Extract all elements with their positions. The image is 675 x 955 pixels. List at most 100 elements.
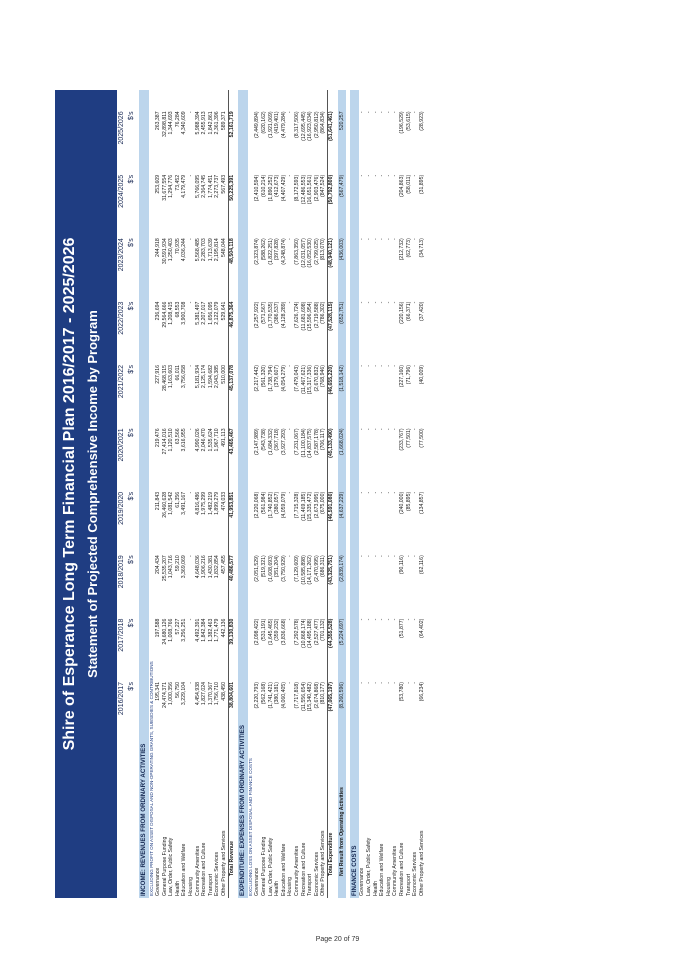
table-row: Housing - - - - - - - - - -	[287, 90, 294, 898]
table-cell: -	[359, 682, 366, 684]
table-cell: 510,000	[221, 365, 227, 384]
table-cell: -	[412, 555, 419, 557]
table-cell: (4,637,229)	[338, 491, 345, 519]
table-cell: (66,234)	[418, 682, 425, 702]
table-row: Community Amenities (7,717,818) (7,292,578…	[294, 90, 301, 898]
table-cell: -	[385, 682, 392, 684]
table-cell: (380,057)	[274, 491, 281, 515]
table-cell: (7,292,578)	[294, 618, 300, 646]
table-cell: -	[359, 301, 366, 304]
table-cell: 589,371	[221, 111, 227, 131]
table-cell: (34,713)	[418, 238, 425, 258]
table-cell: 204,434	[155, 555, 161, 574]
table-cell: 1,594,682	[207, 365, 214, 389]
table-cell: (47,065,197)	[328, 682, 334, 712]
table-cell: -	[385, 238, 392, 240]
table-cell: (1,738,794)	[267, 365, 274, 392]
table-cell: 1,294,776	[168, 174, 175, 198]
table-cell: -	[366, 491, 372, 494]
table-cell: (436,003)	[338, 238, 345, 261]
table-cell: (10,868,174)	[300, 618, 307, 649]
table-cell: -	[366, 555, 372, 557]
table-cell: 30,591,934	[161, 238, 168, 265]
row-label: Health	[274, 881, 281, 896]
table-row: Governance (2,220,793) (2,098,422) (2,051,5…	[254, 90, 261, 898]
table-row: Other Property and Services (810,177) (701…	[320, 90, 327, 898]
table-cell: (2,323,874)	[254, 238, 261, 265]
table-cell: (4,479,284)	[280, 111, 287, 138]
table-cell: -	[392, 301, 399, 304]
table-cell: 2,122,079	[214, 301, 221, 325]
table-cell: 1,043,716	[168, 555, 175, 579]
row-label: Health	[174, 881, 181, 896]
table-cell: 31,677,554	[161, 174, 168, 201]
column-year: 2023/2024	[118, 238, 125, 272]
table-cell: 1,000,356	[168, 682, 175, 706]
table-cell: (220,156)	[399, 301, 405, 324]
table-cell: 46,875,364	[228, 301, 235, 328]
table-cell: (2,470,995)	[313, 555, 320, 582]
table-cell: (240,000)	[399, 491, 405, 515]
table-cell: 28,468,315	[161, 365, 168, 391]
table-cell: 3,491,167	[181, 491, 188, 515]
row-label: Economic Services	[313, 851, 320, 896]
table-cell: (4,248,874)	[280, 238, 287, 265]
table-cell: -	[287, 238, 294, 240]
table-cell: 1,842,384	[201, 618, 208, 642]
table-cell: (5,224,697)	[338, 618, 345, 646]
table-cell: (62,116)	[418, 555, 425, 575]
table-cell: (1,921,069)	[267, 111, 274, 138]
table-cell: (701,132)	[320, 618, 327, 641]
table-cell: (28,923)	[418, 111, 425, 131]
table-cell: 2,195,814	[214, 238, 221, 262]
table-cell: 70,935	[174, 238, 181, 255]
table-cell: -	[188, 682, 194, 684]
table-cell: 41,953,851	[228, 491, 235, 518]
row-label: Law, Order, Public Safety	[168, 837, 175, 896]
table-cell: (1,645,465)	[267, 618, 274, 646]
table-cell: -	[392, 174, 399, 177]
table-cell: -	[412, 174, 419, 177]
row-label: Net Result from Operating Activities	[338, 787, 345, 876]
column-header: 2016/2017 $'s	[117, 682, 139, 728]
table-cell: 5,766,095	[194, 174, 201, 198]
table-cell: (519,321)	[261, 555, 267, 578]
table-cell: -	[405, 555, 412, 557]
column-header: 2019/2020 $'s	[117, 492, 139, 538]
table-cell: 40,486,577	[228, 555, 235, 582]
table-cell: -	[359, 428, 366, 431]
table-cell: -	[366, 111, 372, 114]
table-cell: 1,771,479	[214, 618, 221, 642]
table-row: Recreation and Culture (53,780) (51,877) (9…	[399, 90, 406, 898]
table-cell: 1,774,451	[207, 174, 214, 198]
table-row: Education and Welfare 3,229,104 3,256,251 3…	[181, 90, 188, 898]
table-cell: (1,770,535)	[267, 301, 274, 329]
row-label: Other Property and Services	[320, 830, 327, 896]
column-unit: $'s	[128, 111, 135, 121]
table-cell: -	[412, 111, 419, 114]
table-cell: -	[412, 491, 419, 494]
column-header: 2022/2023 $'s	[117, 302, 139, 348]
column-unit: $'s	[128, 428, 135, 438]
table-cell: (813,070)	[320, 238, 327, 261]
table-cell: (562,168)	[261, 682, 267, 705]
row-label: Law, Order, Public Safety	[267, 837, 274, 896]
table-cell: (15,335,472)	[307, 491, 314, 522]
table-cell: (4,059,079)	[280, 491, 287, 519]
table-cell: (847,524)	[320, 174, 327, 198]
table-cell: (3,836,668)	[280, 618, 287, 646]
table-cell: 2,207,017	[201, 301, 208, 325]
table-cell: (90,116)	[399, 555, 405, 575]
table-cell: 1,081,542	[168, 491, 175, 515]
table-cell: (2,799,025)	[313, 238, 320, 265]
table-cell: (567,479)	[338, 174, 345, 198]
table-cell: 219,476	[155, 428, 161, 448]
table-cell: 1,208,415	[168, 301, 175, 325]
column-unit: $'s	[128, 618, 135, 628]
table-row: Law, Order, Public Safety 1,000,356 1,008,…	[168, 90, 175, 898]
table-row: Transport (15,340,482) (14,495,188) (14,171…	[307, 90, 314, 898]
table-cell: -	[385, 174, 392, 177]
table-cell: (531,191)	[261, 618, 267, 641]
row-label: Governance	[254, 867, 261, 896]
total-row: Total Expenditure (47,065,197) (44,355,528…	[327, 90, 336, 898]
